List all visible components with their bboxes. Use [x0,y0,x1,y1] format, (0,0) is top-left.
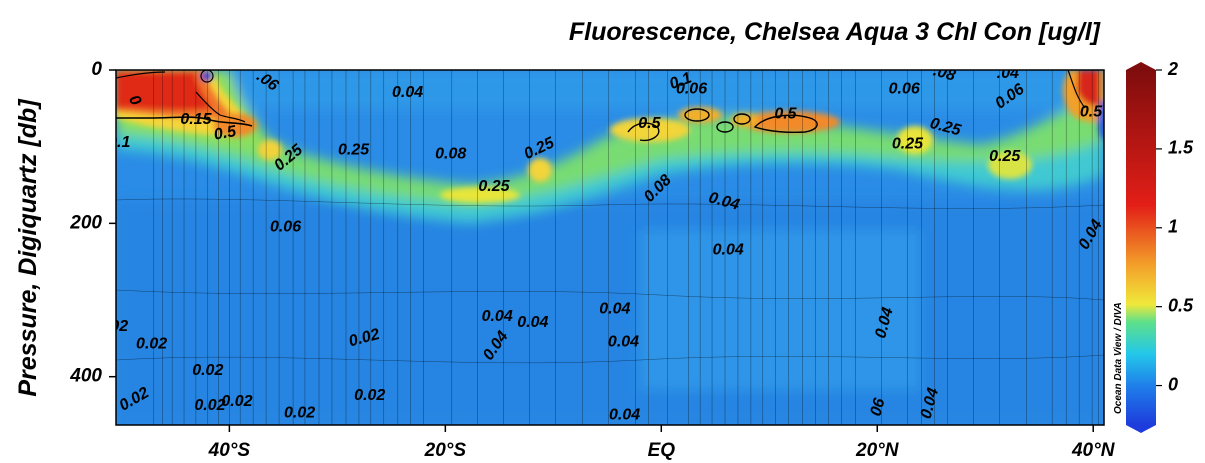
colorbar-gradient [1126,70,1156,425]
colorbar-tick-label: 1 [1168,217,1178,237]
contour-label: 0.5 [1080,103,1103,120]
contour-label: 06 [868,396,889,418]
contour-label: 0.5 [638,115,661,132]
y-tick-label: 0 [91,59,102,80]
contour-label: 0.04 [517,314,548,331]
contour-label: 0.1 [667,69,694,93]
contour-label: 0.25 [338,142,370,159]
contour-label: 0.5 [213,123,239,144]
colorbar-tick-label: 1.5 [1168,138,1194,158]
y-tick-label: 400 [69,366,102,387]
colorbar: 2 1.5 1 0.5 0 [1126,59,1194,433]
contour-label: 0.04 [608,333,639,350]
contour-label: 0.02 [354,387,385,404]
contour-label: 0.02 [221,393,252,410]
contour-label: 0.06 [676,80,707,97]
contour-label: 0.02 [194,397,225,414]
x-tick-label: EQ [648,440,676,461]
credit-text: Ocean Data View / DIVA [1113,302,1124,414]
y-axis-title: Pressure, Digiquartz [db] [14,98,42,397]
contour-label: 0.25 [989,148,1021,165]
y-tick-label: 200 [69,212,102,233]
contour-label: 0.02 [192,362,223,379]
x-tick-label: 20°S [424,440,467,461]
contour-label: 0.15 [180,111,212,128]
contour-label: 0.04 [482,308,513,325]
x-tick-label: 20°N [855,440,900,461]
contour-label: 0.04 [599,300,630,317]
y-axis: 0 200 400 [69,59,116,387]
contour-label: 0.04 [609,406,640,423]
colorbar-tick-label: 0 [1168,374,1178,394]
colorbar-top-cap [1126,62,1156,70]
contour-lines [116,70,1104,364]
colorbar-ticks: 2 1.5 1 0.5 0 [1156,59,1194,394]
x-tick-label: 40°N [1071,440,1116,461]
contour-label: 02 [110,318,128,335]
colorbar-bottom-cap [1126,425,1156,433]
contour-label: 0.25 [478,178,510,195]
contour-label: 0.02 [136,336,167,353]
plot-area: 0.100.150.5.06 0.040.25 0.25 0.08 0.250.250.… [108,65,1104,425]
contour-label: 0.08 [435,146,466,163]
colorbar-tick-label: 0.5 [1168,295,1194,315]
contour-label: 0.5 [774,106,797,123]
chart-title: Fluorescence, Chelsea Aqua 3 Chl Con [ug… [569,18,1102,46]
contour-label: 0.04 [392,84,423,101]
contour-label: 0.06 [889,80,920,97]
contour-label: 0.1 [108,134,130,151]
contour-label: .04 [997,65,1019,82]
contour-label: 0.25 [892,136,924,153]
x-tick-label: 40°S [208,440,251,461]
contour-label: 0.02 [284,405,315,422]
contour-label: 0.04 [713,241,744,258]
plot-frame [115,69,1105,426]
contour-label: 0.06 [270,218,301,235]
x-axis: 40°S 20°S EQ 20°N 40°N [208,425,1116,461]
station-lines [153,70,1099,425]
colorbar-tick-label: 2 [1167,59,1178,79]
